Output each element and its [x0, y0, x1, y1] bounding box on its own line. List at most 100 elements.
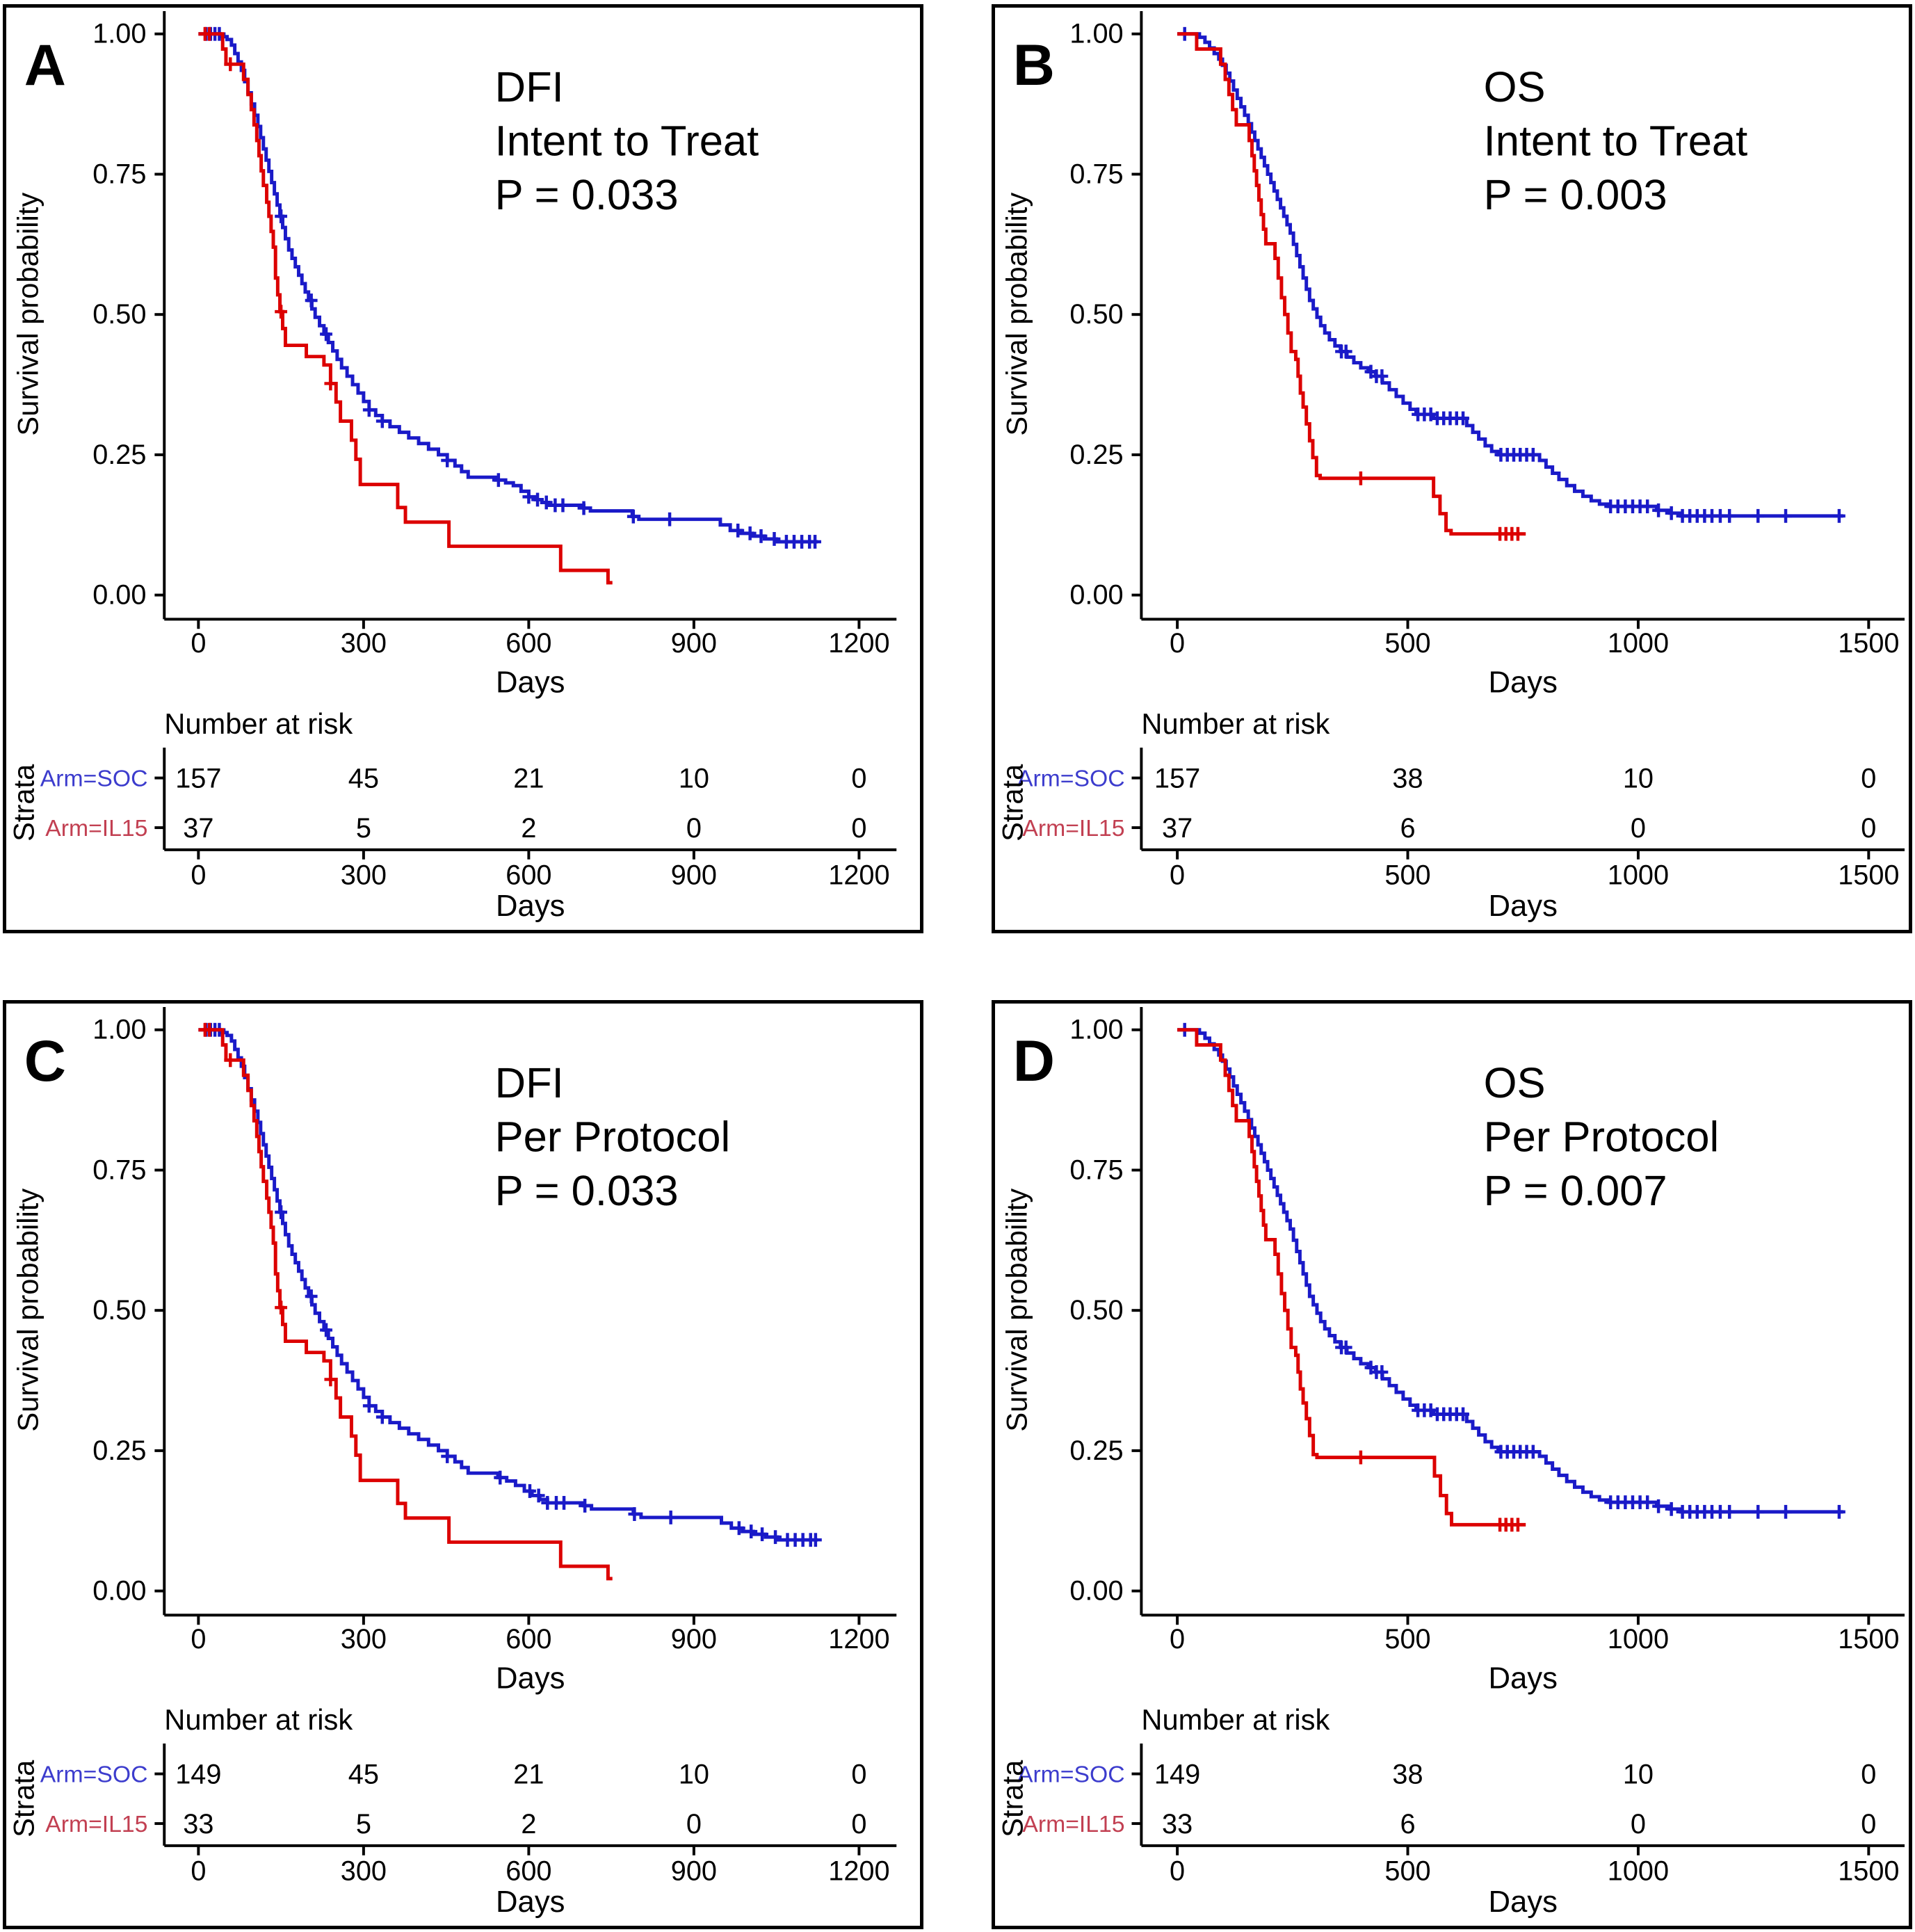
- y-tick-label: 0.25: [92, 440, 146, 470]
- risk-row-label-soc: Arm=SOC: [1017, 1762, 1125, 1788]
- km-plot-svg: 1.000.750.500.250.000 500 1000 1500DaysSurv…: [996, 1007, 1905, 1919]
- censor-mark: [1526, 1444, 1540, 1459]
- x-tick-label: 0: [191, 1624, 206, 1655]
- km-curve-soc: [1177, 1028, 1843, 1514]
- censor-mark: [1779, 508, 1792, 523]
- censor-mark: [1375, 369, 1389, 383]
- km-panel-b: 1.00 0.75 0.50 0.25 0.00 0 500 1000 1500 Days Surv…: [992, 4, 1912, 933]
- risk-x-tick-label: 300: [341, 860, 387, 890]
- risk-count: 0: [1861, 813, 1876, 844]
- censor-mark: [1511, 526, 1524, 541]
- risk-count: 149: [1154, 1760, 1200, 1790]
- censor-mark: [628, 1507, 641, 1522]
- y-tick-label: 1.00: [1069, 19, 1123, 49]
- y-tick-label: 0.50: [1069, 1295, 1123, 1326]
- y-tick-label: 0.00: [1069, 580, 1123, 611]
- x-tick-label: 300: [341, 1624, 387, 1655]
- km-panel-c: 1.00 0.75 0.50 0.25 0.00 0 300 600 900 1200 Days Su…: [3, 1000, 923, 1929]
- risk-row-label-il15: Arm=IL15: [45, 815, 147, 842]
- y-tick-label: 0.75: [1069, 1154, 1123, 1185]
- risk-count: 0: [686, 1809, 702, 1840]
- x-tick-label: 900: [671, 628, 717, 659]
- censor-mark: [1641, 1495, 1654, 1510]
- risk-count: 0: [1631, 1809, 1646, 1840]
- censor-mark: [305, 1289, 318, 1303]
- risk-x-axis-title: Days: [1488, 889, 1557, 923]
- censor-mark: [1832, 1504, 1845, 1519]
- censor-mark: [1457, 411, 1469, 426]
- censor-mark: [769, 1530, 782, 1545]
- y-axis-title: Survival probability: [1001, 193, 1033, 436]
- censor-mark: [203, 26, 216, 41]
- panel-letter: D: [1013, 1029, 1055, 1093]
- censor-mark: [1339, 1340, 1352, 1355]
- censor-mark: [809, 535, 822, 549]
- x-tick-label: 1000: [1608, 628, 1669, 659]
- risk-count: 38: [1392, 764, 1423, 794]
- x-tick-label: 0: [1170, 1624, 1185, 1655]
- risk-count: 0: [1861, 1760, 1876, 1790]
- annotation-line: Intent to Treat: [495, 117, 759, 165]
- risk-count: 37: [183, 813, 213, 844]
- risk-count: 149: [175, 1760, 221, 1790]
- censor-mark: [531, 492, 544, 507]
- risk-x-axis-title: Days: [1488, 1885, 1557, 1919]
- strata-axis-title: Strata: [8, 1760, 40, 1837]
- censor-mark: [1652, 1499, 1665, 1513]
- risk-count: 10: [679, 764, 709, 794]
- annotation-line: P = 0.003: [1484, 171, 1667, 219]
- risk-count: 0: [851, 1809, 866, 1840]
- risk-row-label-il15: Arm=IL15: [1022, 1811, 1124, 1837]
- censor-mark: [664, 1510, 677, 1524]
- censor-mark: [1511, 1518, 1524, 1532]
- censor-mark: [224, 1053, 237, 1068]
- censor-mark: [1752, 508, 1765, 523]
- risk-x-tick-label: 600: [506, 1855, 551, 1886]
- x-axis-title: Days: [1488, 666, 1557, 700]
- risk-table-title: Number at risk: [164, 1703, 353, 1736]
- panel-letter: B: [1013, 33, 1055, 97]
- y-tick-label: 0.00: [1069, 1576, 1123, 1607]
- risk-count: 0: [851, 1760, 866, 1790]
- censor-mark: [1779, 1504, 1792, 1519]
- censor-mark: [1526, 447, 1540, 462]
- x-tick-label: 900: [671, 1624, 717, 1655]
- x-axis-title: Days: [496, 1661, 565, 1696]
- risk-count: 21: [513, 764, 544, 794]
- y-tick-label: 0.50: [1069, 299, 1123, 330]
- censor-mark: [1339, 344, 1352, 359]
- km-panel-d: 1.00 0.75 0.50 0.25 0.00 0 500 1000 1500 Days Surv…: [992, 1000, 1912, 1929]
- y-tick-label: 0.50: [92, 299, 146, 330]
- censor-mark: [305, 293, 318, 307]
- km-curve-il15: [198, 32, 613, 585]
- risk-x-tick-label: 1500: [1838, 1855, 1899, 1886]
- risk-count: 21: [513, 1760, 544, 1790]
- risk-count: 5: [356, 1809, 371, 1840]
- censor-mark: [492, 473, 505, 488]
- censor-mark: [756, 1527, 769, 1542]
- censor-mark: [224, 57, 237, 72]
- x-tick-label: 600: [506, 628, 551, 659]
- annotation-line: DFI: [495, 1059, 564, 1107]
- censor-mark: [375, 1410, 389, 1424]
- censor-mark: [754, 529, 768, 543]
- annotation-line: Per Protocol: [1484, 1113, 1719, 1161]
- km-curve-il15: [198, 1028, 613, 1581]
- censor-mark: [320, 1323, 332, 1337]
- strata-axis-title: Strata: [8, 764, 40, 842]
- censor-mark: [441, 453, 454, 467]
- censor-mark: [324, 1372, 337, 1387]
- y-tick-label: 0.25: [1069, 1435, 1123, 1466]
- strata-axis-title: Strata: [996, 764, 1029, 842]
- censor-mark: [362, 1399, 375, 1413]
- x-tick-label: 300: [341, 628, 387, 659]
- annotation-line: OS: [1484, 63, 1546, 111]
- censor-mark: [522, 490, 535, 504]
- censor-mark: [627, 509, 640, 524]
- risk-x-tick-label: 0: [191, 1855, 206, 1886]
- risk-x-tick-label: 1500: [1838, 860, 1899, 890]
- y-tick-label: 0.50: [92, 1295, 146, 1326]
- risk-count: 0: [1861, 1809, 1876, 1840]
- censor-mark: [320, 327, 332, 341]
- risk-count: 157: [1154, 764, 1200, 794]
